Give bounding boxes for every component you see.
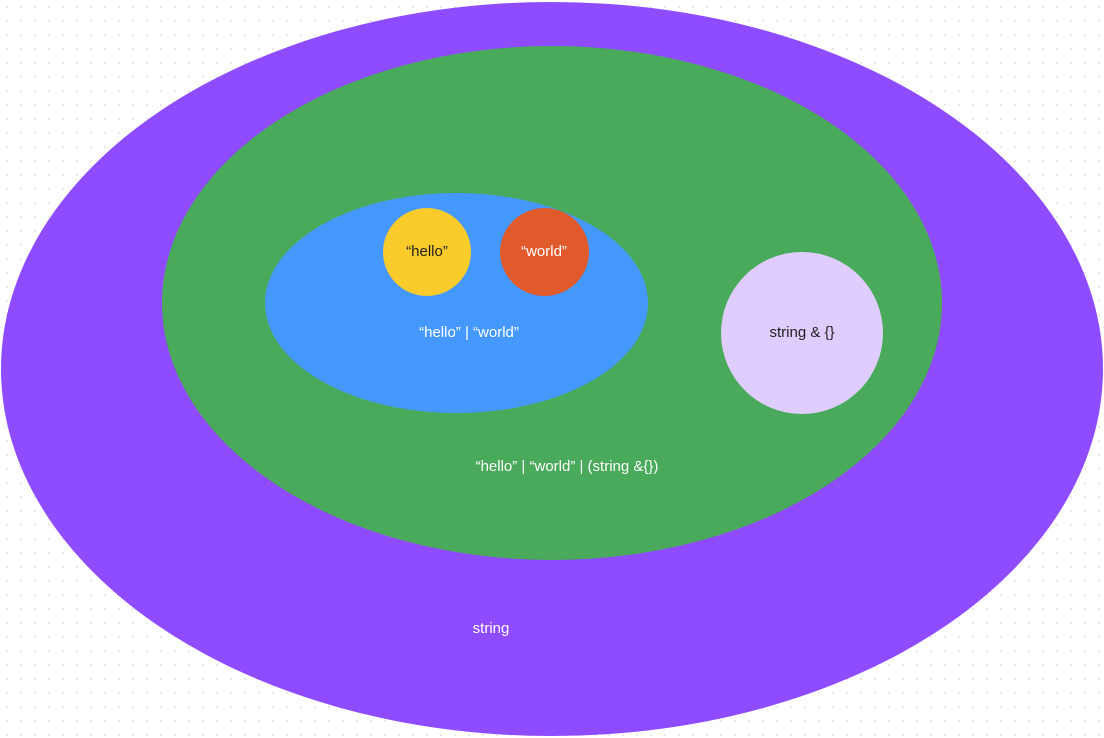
hello-literal-circle (383, 208, 471, 296)
world-literal-label: “world” (521, 243, 567, 260)
hello-literal-label: “hello” (406, 243, 448, 260)
string-intersection-label: string & {} (769, 324, 835, 341)
string-set-label: string (472, 620, 510, 637)
literal-union-set-label: “hello” | “world” (419, 324, 519, 341)
world-literal-circle (500, 208, 589, 296)
union-with-string-set-label: “hello” | “world” | (string &{}) (475, 458, 659, 475)
string-intersection-circle (721, 252, 883, 414)
